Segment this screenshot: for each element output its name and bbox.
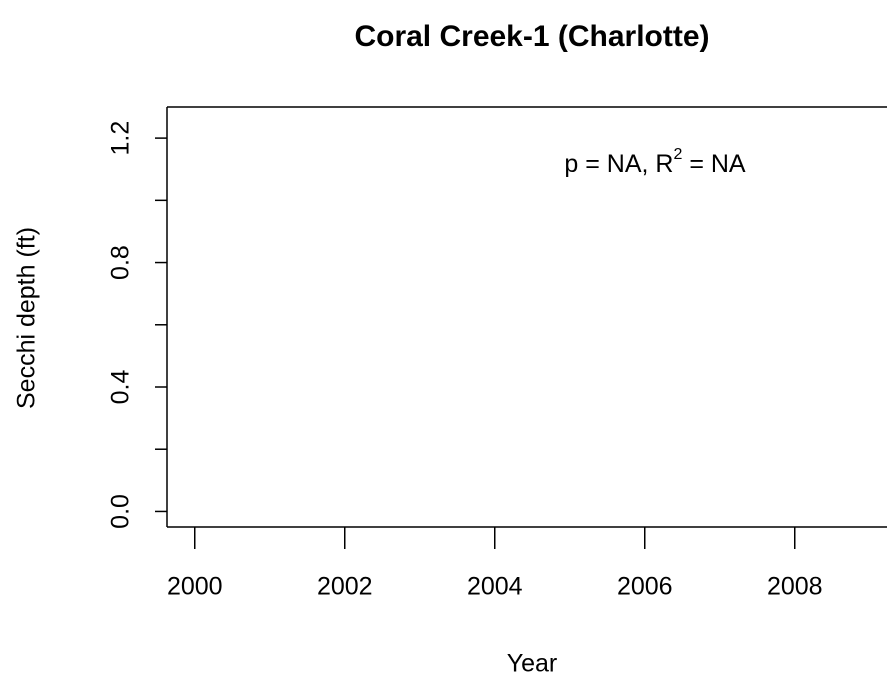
y-tick-label: 1.2 [107, 121, 135, 156]
x-tick-label: 2006 [617, 573, 673, 601]
annotation-text: = NA [682, 150, 746, 178]
x-tick-label: 2004 [467, 573, 523, 601]
annotation-superscript: 2 [673, 146, 682, 163]
annotation: p = NA, R2 = NA [564, 146, 746, 177]
x-tick-label: 2000 [167, 573, 223, 601]
y-tick-label: 0.8 [107, 245, 135, 280]
y-tick-label: 0.0 [107, 494, 135, 529]
chart-title: Coral Creek-1 (Charlotte) [354, 20, 709, 53]
x-tick-label: 2008 [767, 573, 823, 601]
annotation-text: p = NA, R [564, 150, 673, 178]
y-axis-label: Secchi depth (ft) [13, 227, 41, 409]
x-axis-label: Year [507, 650, 558, 678]
y-tick-label: 0.4 [107, 370, 135, 405]
x-tick-label: 2002 [317, 573, 373, 601]
